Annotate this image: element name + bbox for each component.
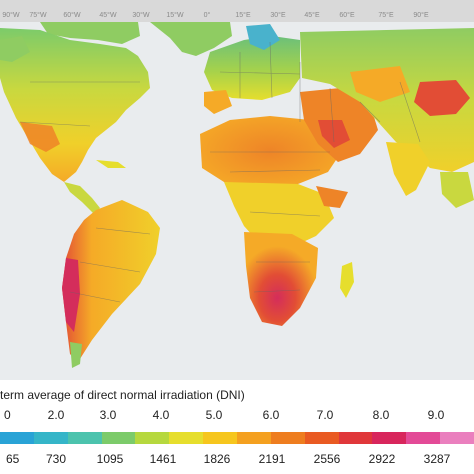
legend-swatch [0,432,34,444]
southern-africa [244,232,318,326]
legend-class-label: 9.0 [427,408,445,422]
legend-class-label: 2.0 [47,408,65,422]
longitude-label: 75°W [29,12,47,19]
alaska [0,36,30,62]
longitude-label: 30°E [270,12,286,19]
madagascar [340,262,354,298]
legend-class-label: 8.0 [372,408,390,422]
tibet [414,80,470,116]
caribbean [96,160,126,168]
central-asia [350,66,410,102]
atacama [62,258,80,332]
longitude-label: 60°E [339,12,355,19]
longitude-strip [0,0,474,22]
horn-of-africa [316,186,348,208]
canadian-arctic [40,22,140,44]
legend-value-label: 730 [45,452,67,466]
legend-swatch [169,432,204,444]
longitude-label: 0° [203,12,211,19]
legend-swatch [203,432,238,444]
longitude-label: 45°W [99,12,117,19]
southeast-asia [440,172,474,208]
legend-class-label: 7.0 [316,408,334,422]
longitude-label: 30°W [132,12,150,19]
legend-value-label: 65 [6,452,20,466]
legend-swatch [33,432,68,444]
legend-class-label: 6.0 [262,408,280,422]
arabia-peak [318,120,350,148]
legend-class-label: 5.0 [205,408,223,422]
central-africa [224,182,334,248]
legend-title: term average of direct normal irradiatio… [0,388,245,402]
legend-swatch [270,432,305,444]
india [386,142,430,196]
patagonia [70,342,82,368]
legend-value-label: 1826 [203,452,231,466]
longitude-label: 90°W [2,12,20,19]
longitude-label: 45°E [304,12,320,19]
greenland [150,22,232,56]
asia [300,28,474,172]
longitude-label: 90°E [413,12,429,19]
longitude-label: 15°E [235,12,251,19]
longitude-label: 60°W [63,12,81,19]
legend-swatch [406,432,441,444]
legend-value-label: 2191 [258,452,286,466]
legend-value-label: 1095 [96,452,124,466]
legend-swatch [101,432,136,444]
legend-value-label: 2922 [368,452,396,466]
legend-class-label: 0 [4,408,11,422]
iberia [204,90,232,114]
north-africa [200,116,340,186]
europe [204,36,300,100]
legend-swatch [67,432,102,444]
legend-swatch [237,432,271,444]
legend-color-bar [0,432,474,444]
country-borders [19,41,421,303]
legend-value-label: 3287 [423,452,451,466]
mexico-desert [20,122,60,152]
map-canvas [0,22,474,368]
longitude-label: 75°E [378,12,394,19]
legend-value-label: 1461 [149,452,177,466]
legend-swatch [304,432,339,444]
legend-swatch [338,432,373,444]
legend-class-label: 3.0 [99,408,117,422]
scandinavia [246,24,280,50]
legend-swatch [440,432,474,444]
legend-class-label: 4.0 [152,408,170,422]
legend-value-label: 2556 [313,452,341,466]
world-dni-map[interactable] [0,22,474,380]
longitude-label: 15°W [166,12,184,19]
legend-swatch [372,432,407,444]
south-america [62,200,160,362]
legend-swatch [135,432,170,444]
central-america [64,182,100,214]
